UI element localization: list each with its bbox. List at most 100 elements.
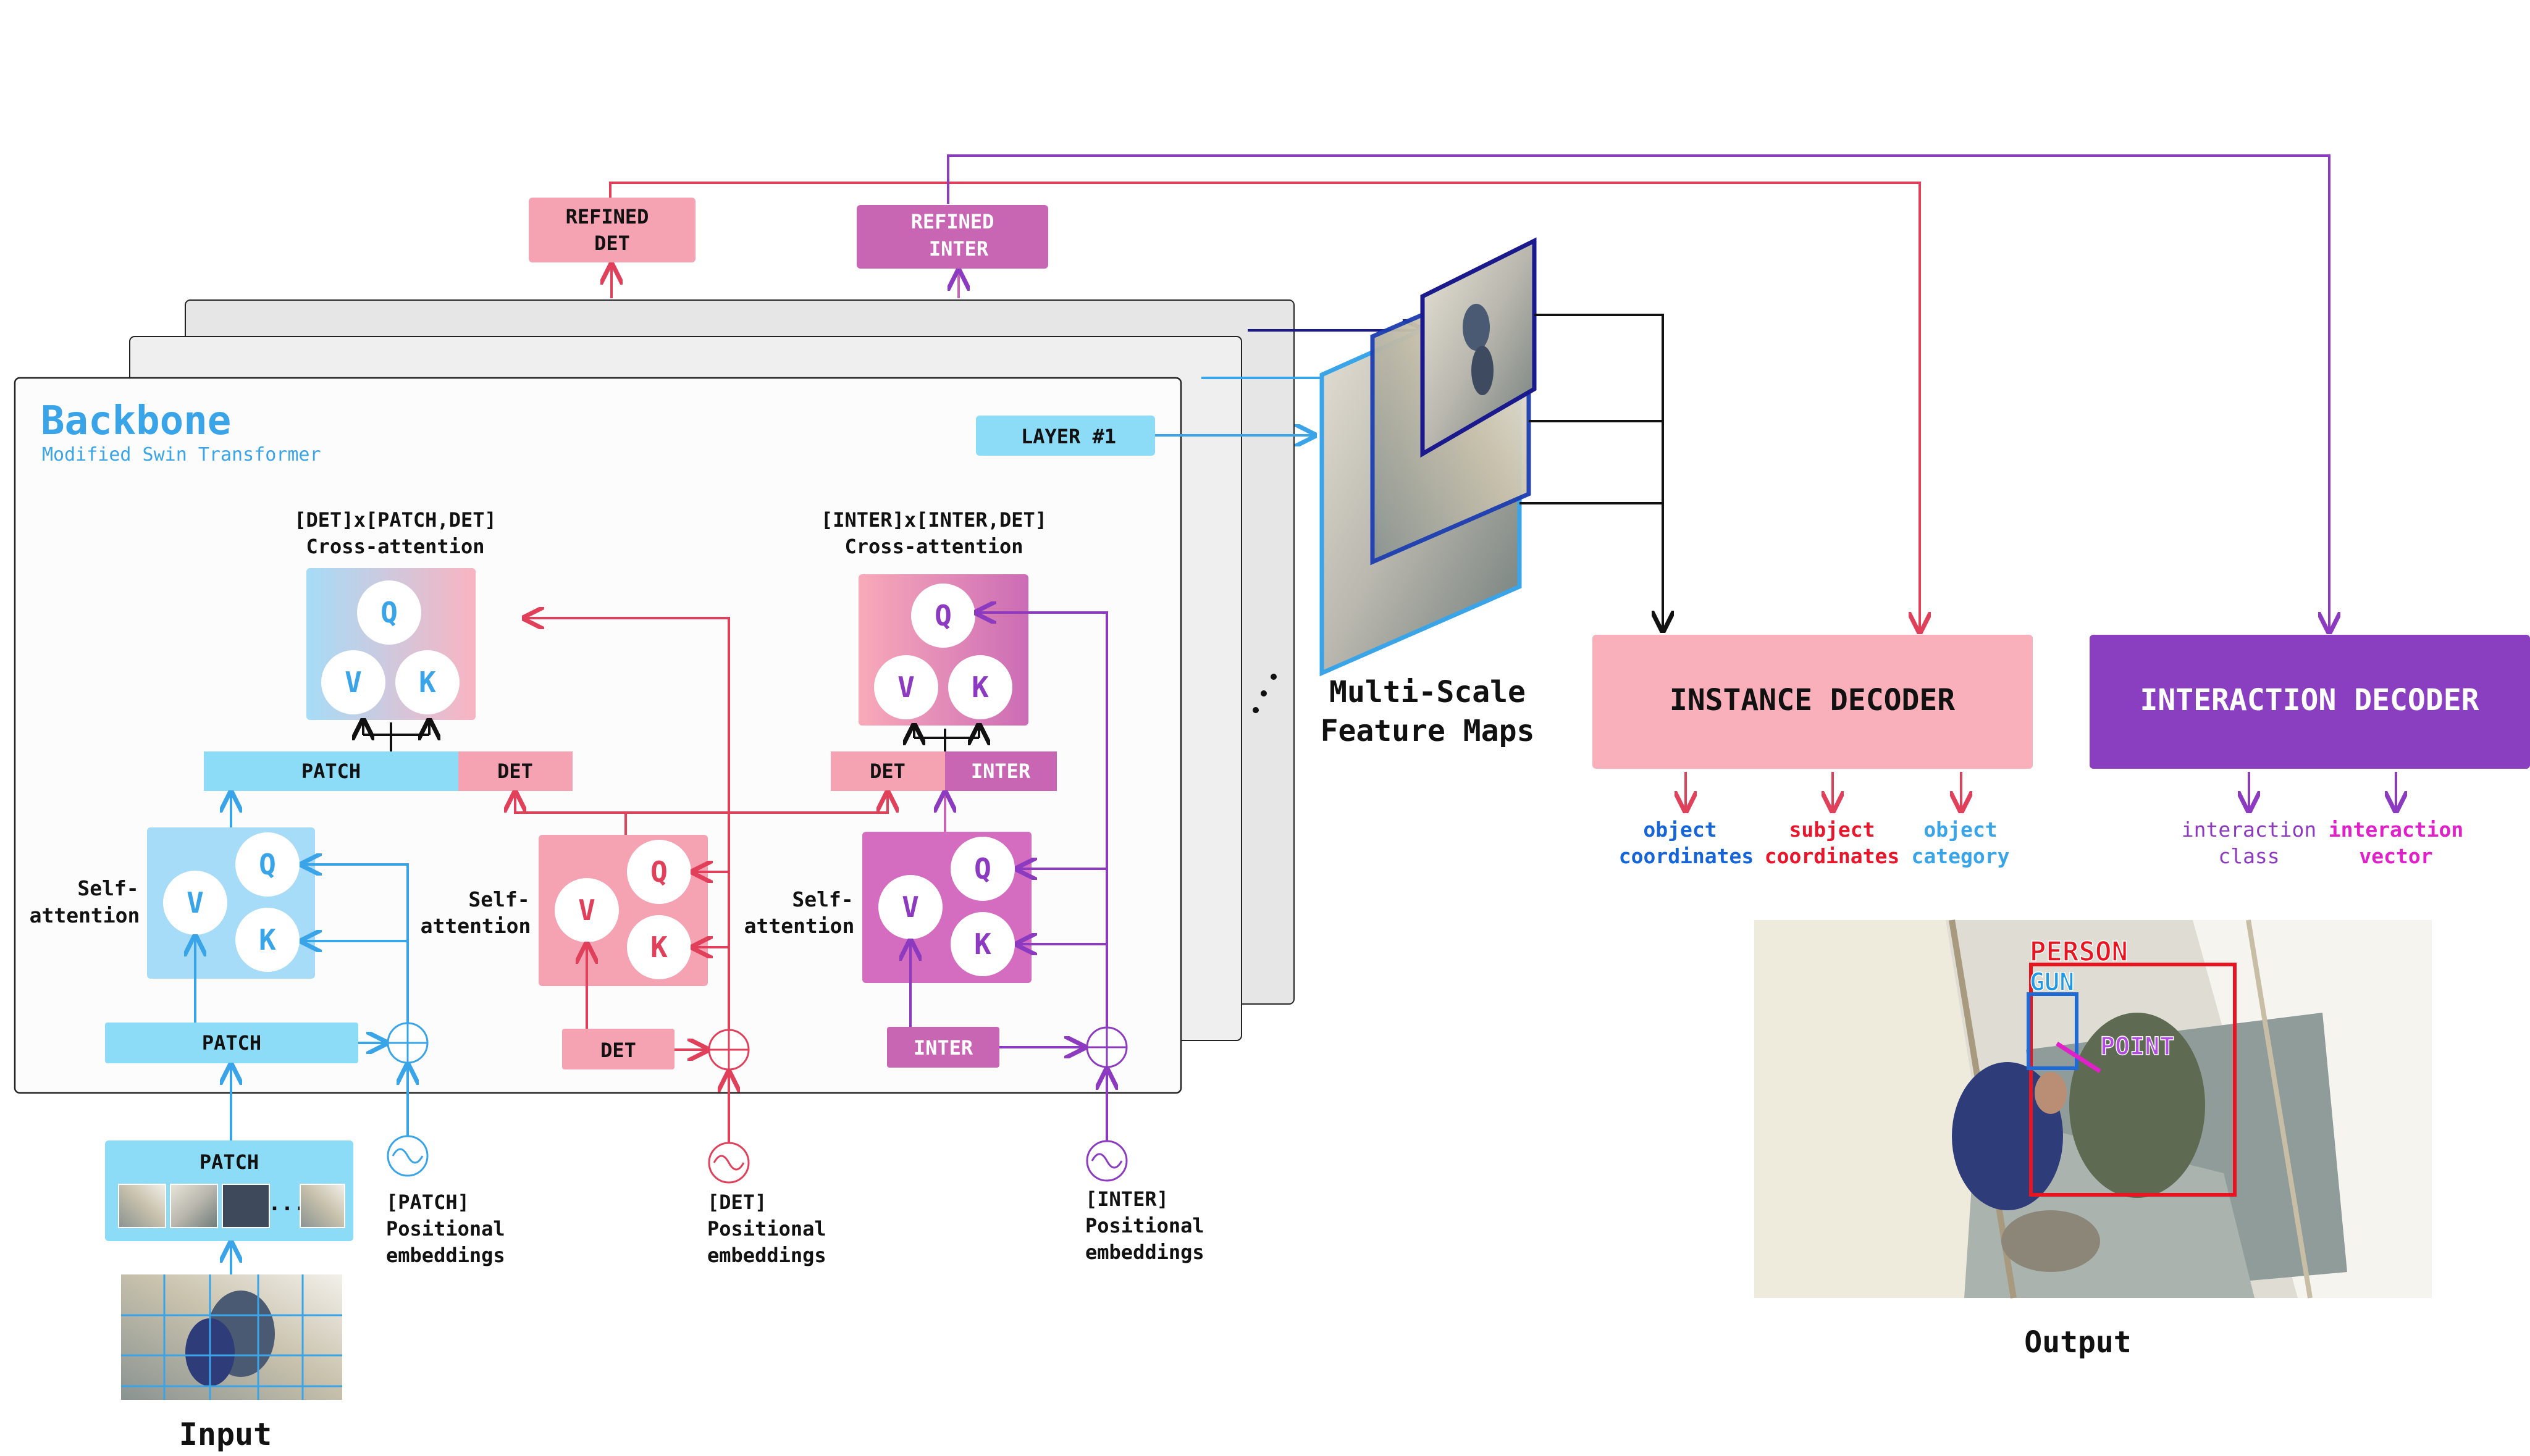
patch-sa-v: V — [187, 886, 204, 919]
output-object-category-line1: object — [1923, 818, 1997, 842]
layer-label-box — [976, 416, 1155, 456]
input-image — [121, 1274, 342, 1400]
patch-self-attention-block: Q V K — [147, 827, 315, 979]
interaction-output-arrows — [2249, 772, 2396, 809]
output-label: Output — [2024, 1325, 2131, 1360]
inter-ca-q: Q — [935, 599, 952, 632]
output-interaction-vector-line2: vector — [2359, 844, 2432, 868]
feature-maps-label-line1: Multi-Scale — [1329, 675, 1526, 709]
layer-label: LAYER #1 — [1021, 425, 1116, 448]
inter-ca-input-arrows — [914, 727, 979, 751]
inter-token-label: INTER — [914, 1036, 973, 1060]
inter-token: INTER — [887, 1027, 999, 1068]
instance-decoder: INSTANCE DECODER — [1592, 635, 2033, 769]
feature-to-instance-lines — [1519, 314, 1663, 630]
refined-det-line1: REFINED — [566, 205, 649, 228]
patch-sa-q: Q — [259, 848, 276, 881]
patch-thumb-last — [300, 1184, 345, 1228]
det-plus-to-qk-lines — [526, 618, 730, 1030]
patch-token-label: PATCH — [202, 1031, 261, 1055]
inter-cross-attention-block: Q V K — [859, 574, 1028, 726]
patch-embedding-label: PATCH — [200, 1150, 259, 1174]
det-sa-k: K — [650, 931, 668, 964]
person-tag: PERSON — [2030, 936, 2128, 968]
patch-det-token-bar: PATCH DET — [204, 751, 573, 791]
det-inter-token-bar: DET INTER — [831, 751, 1057, 791]
det-sa-v: V — [578, 893, 595, 927]
patch-positional-line1: [PATCH] — [386, 1190, 469, 1214]
patch-thumb-1 — [118, 1184, 166, 1228]
patch-positional-line3: embeddings — [386, 1244, 505, 1267]
output-object-coordinates-line2: coordinates — [1619, 844, 1754, 868]
det-self-attention-line1: Self- — [468, 887, 529, 911]
det-ca-k: K — [419, 666, 436, 699]
inter-cross-attention-title-line2: Cross-attention — [845, 535, 1023, 558]
patch-token: PATCH — [105, 1023, 358, 1063]
point-tag: POINT — [2100, 1032, 2174, 1061]
det-token-label: DET — [600, 1039, 636, 1062]
refined-det-feedback-line — [609, 182, 1920, 630]
det-cross-attention-title-line1: [DET]x[PATCH,DET] — [294, 508, 497, 532]
patch-self-attention-line2: attention — [30, 903, 140, 927]
layer-ellipsis — [1253, 674, 1277, 713]
person-bbox — [2029, 963, 2237, 1197]
patch-embedding-box: PATCH ... — [105, 1140, 353, 1241]
det-cross-attention-block: Q V K — [306, 568, 476, 720]
output-interaction-vector-line1: interaction — [2329, 818, 2464, 842]
det-plus-node — [708, 1029, 750, 1071]
interaction-decoder-label: INTERACTION DECODER — [2140, 683, 2479, 718]
refined-inter-line2: INTER — [929, 237, 989, 261]
bar-patch-label: PATCH — [301, 759, 361, 783]
output-subject-coordinates-line1: subject — [1789, 818, 1875, 842]
output-subject-coordinates-line2: coordinates — [1765, 844, 1900, 868]
det-sa-q: Q — [650, 855, 668, 889]
inter-wave-icon — [1086, 1140, 1128, 1182]
backbone-title: Backbone — [41, 398, 231, 444]
bar2-inter-label: INTER — [971, 759, 1031, 783]
feature-maps-label-line2: Feature Maps — [1321, 714, 1535, 748]
output-object-category-line2: category — [1912, 844, 2010, 868]
inter-self-attention-line2: attention — [744, 914, 855, 938]
det-token: DET — [562, 1029, 675, 1069]
inter-sa-k: K — [974, 927, 991, 961]
det-ca-q: Q — [380, 596, 398, 629]
det-sa-output-lines — [515, 795, 888, 835]
refined-det-box: REFINED DET — [529, 198, 696, 262]
inter-positional-line1: [INTER] — [1085, 1187, 1169, 1211]
feature-map-small — [1420, 237, 1537, 458]
refined-inter-line1: REFINED — [911, 210, 994, 233]
refined-inter-feedback-line — [947, 154, 2329, 630]
inter-self-attention-block: Q V K — [862, 832, 1032, 983]
det-ca-input-arrows — [363, 722, 429, 751]
det-positional-line2: Positional — [707, 1217, 826, 1241]
patch-thumb-3 — [222, 1184, 270, 1228]
backbone-subtitle: Modified Swin Transformer — [42, 444, 321, 466]
bar-det-label: DET — [497, 759, 533, 783]
det-self-attention-line2: attention — [421, 914, 531, 938]
patch-sa-k: K — [259, 923, 276, 956]
instance-output-arrows — [1686, 772, 1961, 809]
patch-plus-to-qk-lines — [304, 864, 409, 1023]
gun-tag: GUN — [2030, 968, 2074, 997]
det-self-attention-block: Q V K — [539, 835, 708, 986]
input-label: Input — [179, 1416, 272, 1452]
inter-positional-line3: embeddings — [1085, 1241, 1204, 1264]
inter-plus-node — [1086, 1026, 1128, 1068]
patch-wave-icon — [387, 1135, 429, 1177]
refined-inter-box: REFINED INTER — [857, 205, 1048, 269]
inter-cross-attention-title-line1: [INTER]x[INTER,DET] — [821, 508, 1047, 532]
instance-decoder-label: INSTANCE DECODER — [1670, 683, 1955, 718]
output-image — [1754, 919, 2432, 1299]
patch-self-attention-line1: Self- — [77, 876, 138, 900]
det-positional-line1: [DET] — [707, 1190, 767, 1214]
refined-det-line2: DET — [594, 232, 630, 255]
output-interaction-class-line2: class — [2218, 844, 2279, 868]
det-wave-icon — [708, 1142, 750, 1184]
patch-thumb-2 — [170, 1184, 218, 1228]
inter-ca-k: K — [972, 671, 989, 704]
inter-self-attention-line1: Self- — [792, 887, 853, 911]
inter-sa-v: V — [902, 890, 919, 924]
bar2-det-label: DET — [870, 759, 906, 783]
point-vector — [2056, 1042, 2101, 1073]
det-positional-line3: embeddings — [707, 1244, 826, 1267]
